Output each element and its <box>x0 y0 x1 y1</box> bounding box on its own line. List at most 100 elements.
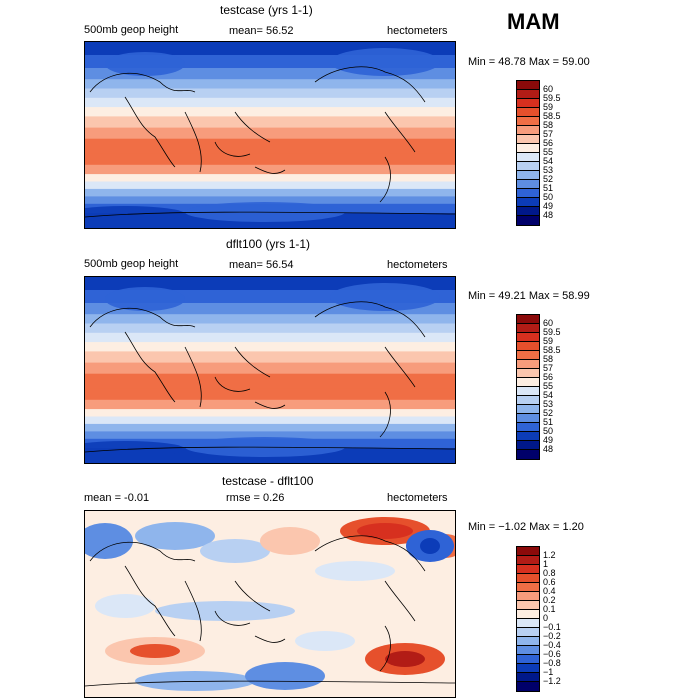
colorbar-box <box>517 153 539 162</box>
panel-3-rmse: rmse = 0.26 <box>226 492 285 504</box>
colorbar-tick-label: 58.5 <box>543 110 561 121</box>
colorbar-tick-label: 59.5 <box>543 92 561 103</box>
panel-3-colorbar <box>516 546 540 692</box>
coastline <box>254 635 286 643</box>
coastline <box>124 96 176 168</box>
colorbar-box <box>517 619 539 628</box>
panel-3-minmax: Min = −1.02 Max = 1.20 <box>468 521 584 533</box>
coastline <box>379 391 391 438</box>
coastline <box>234 580 271 612</box>
panel-2-units: hectometers <box>387 259 448 271</box>
diff-anomaly <box>85 523 133 559</box>
colorbar-tick-label: 1 <box>543 558 549 569</box>
colorbar-tick-label: −1 <box>543 666 554 677</box>
field-band <box>85 164 455 175</box>
field-anomaly <box>330 48 440 76</box>
field-band <box>85 409 455 417</box>
coastline <box>85 680 455 687</box>
colorbar-box <box>517 628 539 637</box>
colorbar-tick-label: 53 <box>543 164 554 175</box>
field-band <box>85 116 455 129</box>
colorbar-box <box>517 682 539 691</box>
field-band <box>85 351 455 364</box>
colorbar-tick-label: 50 <box>543 191 554 202</box>
coastline <box>379 625 391 672</box>
field-anomaly <box>105 52 185 76</box>
colorbar-tick-label: 53 <box>543 398 554 409</box>
diff-anomaly <box>200 539 270 563</box>
colorbar-box <box>517 162 539 171</box>
colorbar-box <box>517 144 539 153</box>
field-band <box>85 153 455 166</box>
panel-1-map <box>84 41 456 229</box>
coastline <box>124 565 176 637</box>
coastline <box>214 141 251 157</box>
colorbar-tick-label: 52 <box>543 407 554 418</box>
coastline <box>85 446 455 453</box>
colorbar-box <box>517 441 539 450</box>
field-band <box>85 88 455 99</box>
colorbar-box <box>517 198 539 207</box>
colorbar-box <box>517 565 539 574</box>
coastline <box>314 535 426 572</box>
colorbar-box <box>517 610 539 619</box>
colorbar-box <box>517 189 539 198</box>
field-band <box>85 79 455 89</box>
diff-anomaly <box>135 671 255 691</box>
coastline <box>314 301 426 338</box>
field-band <box>85 107 455 117</box>
panel-3-title: testcase - dflt100 <box>222 474 314 488</box>
colorbar-tick-label: −0.2 <box>543 630 561 641</box>
colorbar-box <box>517 414 539 423</box>
colorbar-tick-label: 51 <box>543 182 554 193</box>
field-band <box>85 431 455 440</box>
colorbar-box <box>517 378 539 387</box>
coastline <box>89 541 196 562</box>
field-band <box>85 303 455 315</box>
colorbar-box <box>517 108 539 117</box>
field-anomaly <box>330 283 440 311</box>
panel-3-units: hectometers <box>387 492 448 504</box>
colorbar-tick-label: 49 <box>543 434 554 445</box>
coastline <box>214 376 251 392</box>
coastline <box>314 66 426 103</box>
colorbar-box <box>517 547 539 556</box>
field-band <box>85 127 455 140</box>
panel-2-mean: mean= 56.54 <box>229 259 294 271</box>
colorbar-box <box>517 387 539 396</box>
coastline <box>214 610 251 626</box>
panel-1-mean: mean= 56.52 <box>229 25 294 37</box>
panel-3-map <box>84 510 456 698</box>
colorbar-tick-label: 0.6 <box>543 576 556 587</box>
coastline <box>124 331 176 403</box>
field-band <box>85 362 455 375</box>
colorbar-box <box>517 655 539 664</box>
coastline <box>254 166 286 174</box>
colorbar-tick-label: 58 <box>543 353 554 364</box>
colorbar-tick-label: 48 <box>543 209 554 220</box>
colorbar-tick-label: 0.8 <box>543 567 556 578</box>
colorbar-box <box>517 637 539 646</box>
colorbar-tick-label: 54 <box>543 155 554 166</box>
coastline <box>184 111 202 173</box>
colorbar-tick-label: 56 <box>543 137 554 148</box>
colorbar-tick-label: −0.4 <box>543 639 561 650</box>
field-band <box>85 314 455 324</box>
colorbar-tick-label: −0.1 <box>543 621 561 632</box>
colorbar-tick-label: 54 <box>543 389 554 400</box>
coastline <box>384 580 416 622</box>
diff-anomaly <box>135 522 215 550</box>
diff-anomaly <box>385 651 425 667</box>
colorbar-box <box>517 333 539 342</box>
panel-2-minmax: Min = 49.21 Max = 58.99 <box>468 290 590 302</box>
colorbar-box <box>517 207 539 216</box>
field-band <box>85 323 455 334</box>
colorbar-box <box>517 556 539 565</box>
panel-2-title: dflt100 (yrs 1-1) <box>226 237 311 251</box>
colorbar-box <box>517 324 539 333</box>
coastline <box>379 156 391 203</box>
colorbar-box <box>517 342 539 351</box>
diff-anomaly <box>95 594 155 618</box>
colorbar-box <box>517 646 539 655</box>
colorbar-box <box>517 432 539 441</box>
